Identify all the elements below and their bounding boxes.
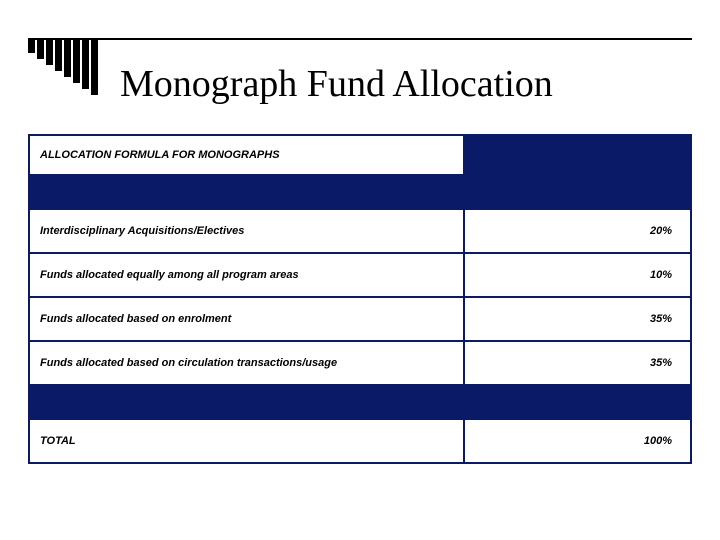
allocation-table-container: ALLOCATION FORMULA FOR MONOGRAPHS Interdi…: [28, 134, 692, 464]
table-row: Funds allocated based on circulation tra…: [30, 342, 690, 384]
allocation-value-cell: 20%: [465, 210, 690, 252]
allocation-value-cell: 35%: [465, 342, 690, 384]
allocation-label-cell: [30, 386, 463, 418]
top-divider-rule: [28, 38, 692, 40]
allocation-label-cell: Funds allocated based on enrolment: [30, 298, 463, 340]
table-row: Interdisciplinary Acquisitions/Electives…: [30, 210, 690, 252]
decorative-bar-group: [28, 38, 98, 95]
allocation-value-cell: 10%: [465, 254, 690, 296]
table-row: ALLOCATION FORMULA FOR MONOGRAPHS: [30, 136, 690, 174]
slide-title: Monograph Fund Allocation: [120, 62, 553, 106]
decorative-bar: [46, 38, 53, 65]
table-row: [30, 386, 690, 418]
allocation-label-cell: Funds allocated based on circulation tra…: [30, 342, 463, 384]
allocation-label-cell: Interdisciplinary Acquisitions/Electives: [30, 210, 463, 252]
allocation-value-cell: [465, 136, 690, 174]
table-row: [30, 176, 690, 208]
allocation-value-cell: 100%: [465, 420, 690, 462]
allocation-label-cell: TOTAL: [30, 420, 463, 462]
table-row: Funds allocated based on enrolment35%: [30, 298, 690, 340]
allocation-table: ALLOCATION FORMULA FOR MONOGRAPHS Interdi…: [28, 134, 692, 464]
decorative-bar: [73, 38, 80, 83]
allocation-label-cell: ALLOCATION FORMULA FOR MONOGRAPHS: [30, 136, 463, 174]
table-row: TOTAL100%: [30, 420, 690, 462]
decorative-bar: [28, 38, 35, 53]
allocation-value-cell: [465, 176, 690, 208]
decorative-bar: [55, 38, 62, 71]
allocation-label-cell: [30, 176, 463, 208]
allocation-value-cell: 35%: [465, 298, 690, 340]
table-row: Funds allocated equally among all progra…: [30, 254, 690, 296]
decorative-bar: [91, 38, 98, 95]
decorative-bar: [37, 38, 44, 59]
decorative-bar: [82, 38, 89, 89]
allocation-label-cell: Funds allocated equally among all progra…: [30, 254, 463, 296]
decorative-bar: [64, 38, 71, 77]
allocation-value-cell: [465, 386, 690, 418]
